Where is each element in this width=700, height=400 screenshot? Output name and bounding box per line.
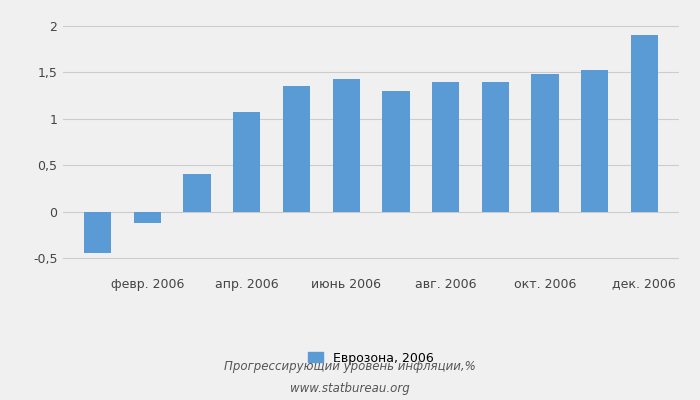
Bar xyxy=(382,91,410,212)
Bar xyxy=(233,112,260,212)
Text: www.statbureau.org: www.statbureau.org xyxy=(290,382,410,395)
Text: Прогрессирующий уровень инфляции,%: Прогрессирующий уровень инфляции,% xyxy=(224,360,476,373)
Bar xyxy=(183,174,211,212)
Bar xyxy=(482,82,509,212)
Legend: Еврозона, 2006: Еврозона, 2006 xyxy=(308,352,434,364)
Bar xyxy=(432,82,459,212)
Bar xyxy=(283,86,310,212)
Bar xyxy=(631,35,658,212)
Bar xyxy=(581,70,608,212)
Bar xyxy=(332,79,360,212)
Bar xyxy=(134,212,161,223)
Bar xyxy=(531,74,559,212)
Bar xyxy=(84,212,111,254)
